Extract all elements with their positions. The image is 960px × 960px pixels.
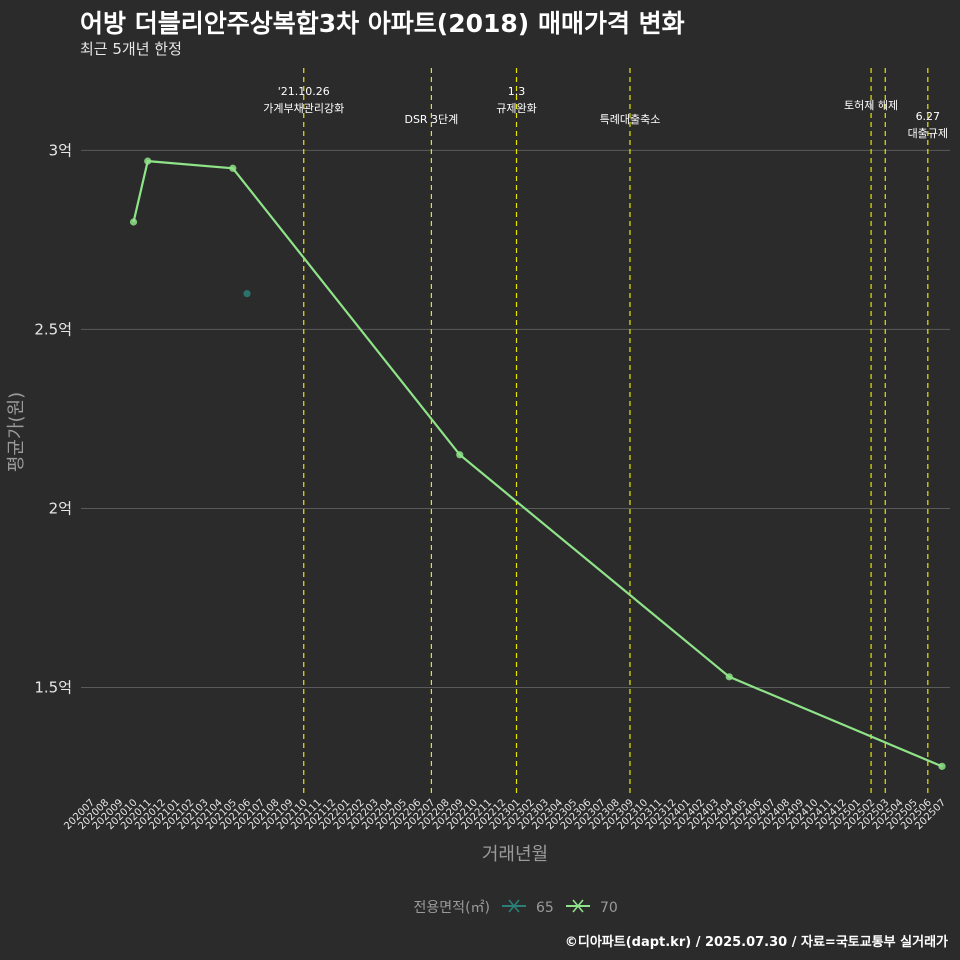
legend-title: 전용면적(㎡)	[414, 900, 490, 916]
event-label: '21.10.26	[278, 85, 330, 98]
event-label: 가계부채관리강화	[263, 102, 344, 115]
data-point-70	[229, 164, 237, 172]
y-tick-label: 3억	[49, 141, 72, 159]
x-axis-title: 거래년월	[482, 844, 548, 865]
event-label: 특례대출축소	[600, 113, 661, 126]
legend-key-cross-icon	[572, 899, 584, 913]
axis-layer: 1.5억2억2.5억3억2020072020082020092020102020…	[6, 141, 948, 865]
series-line-70	[132, 159, 943, 768]
event-label: 규제완화	[496, 102, 536, 115]
data-point-65	[243, 290, 251, 298]
event-label: 토허제 해제	[844, 98, 898, 112]
y-tick-label: 2억	[49, 499, 72, 517]
legend-key-cross-icon	[508, 899, 520, 913]
event-label: DSR 3단계	[404, 113, 458, 126]
event-label: 대출규제	[908, 127, 948, 140]
series-layer	[129, 157, 946, 770]
event-label: 1.3	[508, 85, 526, 98]
event-label: 6.27	[916, 110, 941, 123]
data-point-70	[129, 218, 138, 226]
y-tick-label: 1.5억	[34, 679, 72, 697]
y-axis-title: 평균가(원)	[6, 392, 27, 472]
legend-label: 70	[600, 900, 618, 916]
y-tick-label: 2.5억	[34, 320, 72, 338]
data-point-70	[938, 762, 946, 770]
legend-label: 65	[536, 900, 554, 916]
data-point-70	[456, 451, 464, 459]
data-point-70	[144, 157, 152, 165]
chart-subtitle: 최근 5개년 한정	[80, 40, 182, 58]
grid-layer	[81, 149, 950, 689]
source-credit: ©디아파트(dapt.kr) / 2025.07.30 / 자료=국토교통부 실…	[564, 935, 948, 950]
chart-title: 어방 더블리안주상복합3차 아파트(2018) 매매가격 변화	[80, 9, 685, 38]
legend: 전용면적(㎡) 65 70	[414, 899, 618, 916]
data-point-70	[725, 673, 733, 681]
